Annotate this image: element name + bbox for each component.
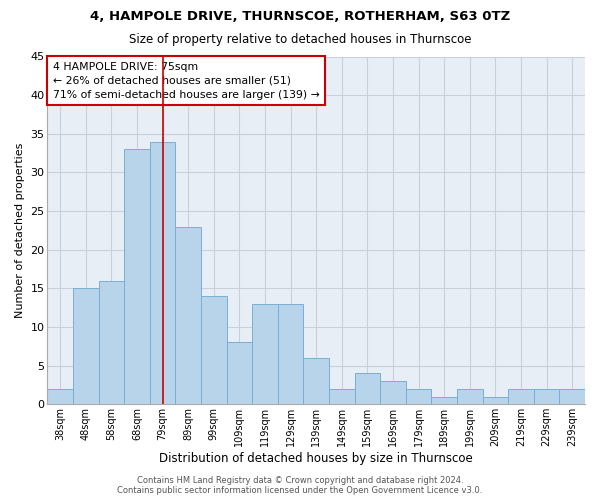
Bar [47,389,73,404]
Bar [355,374,380,404]
Bar [304,358,329,405]
Bar [73,288,98,405]
Text: 4 HAMPOLE DRIVE: 75sqm
← 26% of detached houses are smaller (51)
71% of semi-det: 4 HAMPOLE DRIVE: 75sqm ← 26% of detached… [53,62,320,100]
Bar [175,226,201,404]
X-axis label: Distribution of detached houses by size in Thurnscoe: Distribution of detached houses by size … [160,452,473,465]
Text: Contains HM Land Registry data © Crown copyright and database right 2024.
Contai: Contains HM Land Registry data © Crown c… [118,476,482,495]
Bar [329,389,355,404]
Bar [457,389,482,404]
Bar [380,381,406,404]
Bar [559,389,585,404]
Bar [482,396,508,404]
Bar [227,342,252,404]
Text: Size of property relative to detached houses in Thurnscoe: Size of property relative to detached ho… [129,32,471,46]
Bar [278,304,304,404]
Bar [201,296,227,405]
Text: 4, HAMPOLE DRIVE, THURNSCOE, ROTHERHAM, S63 0TZ: 4, HAMPOLE DRIVE, THURNSCOE, ROTHERHAM, … [90,10,510,23]
Bar [252,304,278,404]
Bar [534,389,559,404]
Bar [98,280,124,404]
Y-axis label: Number of detached properties: Number of detached properties [15,142,25,318]
Bar [124,149,150,405]
Bar [406,389,431,404]
Bar [431,396,457,404]
Bar [508,389,534,404]
Bar [150,142,175,404]
